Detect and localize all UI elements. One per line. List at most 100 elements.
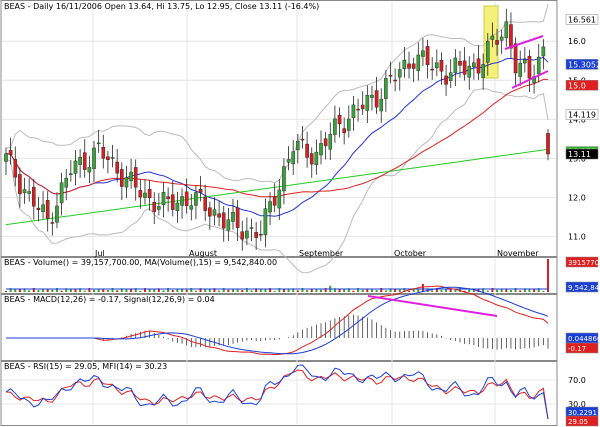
volume-bar xyxy=(500,288,503,292)
bollinger-lower xyxy=(5,88,549,274)
volume-bar xyxy=(199,288,202,292)
candle-body xyxy=(347,118,351,131)
volume-bar xyxy=(236,288,239,292)
volume-bar xyxy=(79,288,82,292)
volume-bar xyxy=(23,288,26,292)
candle-body xyxy=(170,194,175,210)
candle-body xyxy=(411,63,416,69)
candle-body xyxy=(166,196,170,200)
candle-body xyxy=(536,56,541,75)
volume-bar xyxy=(153,288,156,292)
candle-body xyxy=(337,114,342,125)
volume-bar xyxy=(528,288,531,292)
price-label-box xyxy=(565,14,599,25)
volume-bar xyxy=(482,288,485,292)
volume-bar xyxy=(255,288,258,292)
volume-bar xyxy=(380,288,383,292)
candle-body xyxy=(263,208,268,236)
candle-body xyxy=(245,230,249,239)
y-tick-label: 11.0 xyxy=(568,232,586,241)
candle-body xyxy=(110,157,115,159)
volume-bar xyxy=(162,290,165,292)
price-panel xyxy=(0,0,558,257)
volume-bar xyxy=(472,289,475,292)
volume-bar xyxy=(259,288,262,292)
candle-body xyxy=(96,142,101,145)
volume-bar xyxy=(315,288,318,292)
volume-bar xyxy=(523,288,526,292)
candle-body xyxy=(453,57,458,74)
candle-body xyxy=(152,202,157,212)
price-title: BEAS - Daily 16/11/2006 Open 13.64, Hi 1… xyxy=(4,2,319,11)
candle-body xyxy=(296,140,300,151)
price-label: 9,542,840 xyxy=(568,284,600,292)
price-label-box xyxy=(565,415,599,427)
candle-body xyxy=(513,43,518,74)
volume-bar xyxy=(190,288,193,292)
x-tick-label: Jul xyxy=(94,249,105,258)
x-tick-label: August xyxy=(189,249,217,258)
volume-bar xyxy=(218,290,221,292)
candle-body xyxy=(180,196,184,206)
volume-bar xyxy=(204,289,207,292)
candle-body xyxy=(212,209,217,216)
candle-body xyxy=(226,219,231,231)
volume-bar xyxy=(491,288,494,292)
volume-bar xyxy=(458,288,461,292)
candle-body xyxy=(509,24,513,49)
volume-bar xyxy=(333,288,336,292)
candle-body xyxy=(472,62,476,68)
volume-bar xyxy=(296,290,299,292)
candle-body xyxy=(235,207,240,228)
volume-bar xyxy=(37,290,40,292)
volume-bar xyxy=(421,283,424,292)
candle-body xyxy=(41,204,45,212)
candle-body xyxy=(374,90,379,108)
volume-bar xyxy=(9,288,12,292)
price-label: 15.3052 xyxy=(568,60,600,69)
candle-body xyxy=(87,167,92,173)
candle-body xyxy=(541,46,546,57)
volume-bar xyxy=(440,290,443,292)
trendline-upper xyxy=(504,35,544,50)
volume-bar xyxy=(5,291,7,292)
volume-bar xyxy=(134,288,137,292)
volume-bar xyxy=(143,288,146,292)
candle-body xyxy=(36,207,41,210)
volume-bar xyxy=(269,288,272,292)
volume-bar xyxy=(18,288,21,292)
candle-body xyxy=(221,212,226,229)
volume-bar xyxy=(83,290,86,292)
candle-body xyxy=(208,207,212,217)
candle-body xyxy=(527,56,532,79)
volume-bar xyxy=(120,288,123,292)
volume-bar xyxy=(241,290,244,292)
candle-body xyxy=(444,75,448,85)
candle-body xyxy=(194,192,198,206)
y-tick-label: 12.0 xyxy=(568,193,586,202)
candle-body xyxy=(490,35,495,40)
candle-body xyxy=(27,191,31,194)
volume-bar xyxy=(310,288,313,292)
volume-bar xyxy=(32,288,35,292)
x-tick-label: September xyxy=(299,249,344,258)
candle-body xyxy=(282,166,286,192)
price-label: 30.2291 xyxy=(568,409,597,417)
candle-body xyxy=(268,201,272,213)
candle-body xyxy=(69,173,73,175)
volume-bar xyxy=(292,288,295,292)
volume-title: BEAS - Volume() = 39,157,700.00, MA(Volu… xyxy=(4,258,277,267)
rsi-line xyxy=(5,369,549,420)
price-label-box xyxy=(565,281,599,293)
candle-body xyxy=(323,138,328,147)
candle-body xyxy=(217,213,221,218)
volume-bar xyxy=(468,288,471,292)
volume-bar xyxy=(384,290,387,292)
candle-body xyxy=(59,182,64,204)
volume-bar xyxy=(375,290,378,292)
candle-body xyxy=(143,192,147,198)
volume-bar xyxy=(130,289,133,292)
volume-bar xyxy=(208,289,211,292)
